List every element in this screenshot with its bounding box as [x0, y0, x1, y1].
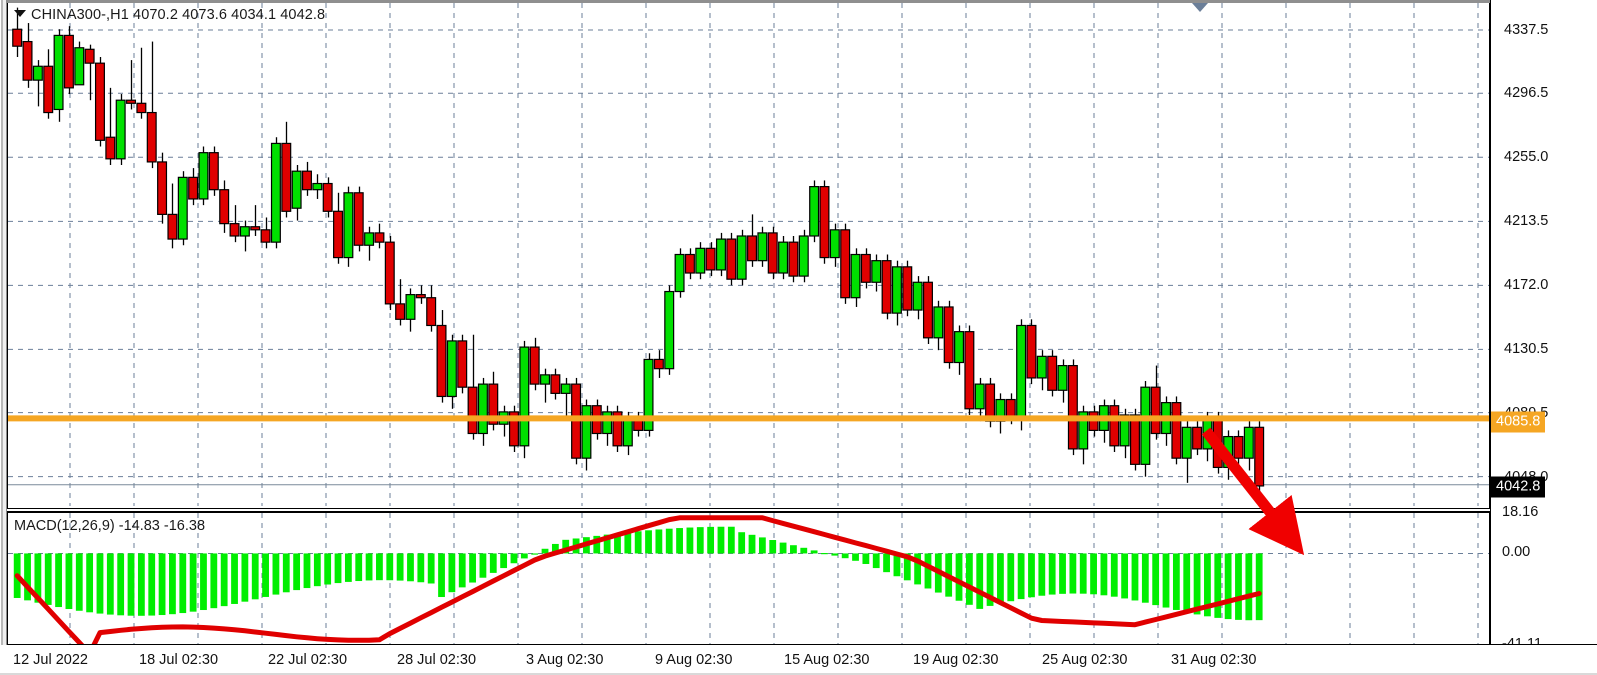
macd-header: MACD(12,26,9) -14.83 -16.38 [14, 518, 206, 534]
time-axis-label: 18 Jul 02:30 [139, 652, 219, 668]
time-axis-label: 25 Aug 02:30 [1042, 652, 1128, 668]
vertical-scrollbar[interactable] [0, 0, 7, 645]
time-axis-label: 19 Aug 02:30 [913, 652, 999, 668]
price-chart-panel[interactable] [7, 3, 1490, 508]
time-axis-label: 9 Aug 02:30 [655, 652, 733, 668]
time-axis-label: 28 Jul 02:30 [397, 652, 477, 668]
price-chart-canvas [8, 3, 1489, 506]
time-axis-label: 31 Aug 02:30 [1171, 652, 1257, 668]
price-axis-label: 4213.5 [1504, 213, 1549, 230]
current-price-tag: 4085.8 [1491, 411, 1546, 433]
crosshair-marker-icon [1192, 3, 1208, 12]
triangle-down-icon[interactable] [14, 10, 26, 17]
price-axis-label: 4337.5 [1504, 22, 1549, 38]
macd-chart-canvas [8, 513, 1489, 645]
panel-separator [7, 508, 1490, 512]
time-axis-label: 15 Aug 02:30 [784, 652, 870, 668]
time-axis-label: 3 Aug 02:30 [526, 652, 604, 668]
symbol-header: CHINA300-,H1 4070.2 4073.6 4034.1 4042.8 [14, 7, 325, 23]
time-axis-label: 22 Jul 02:30 [268, 652, 348, 668]
macd-indicator-panel[interactable] [7, 512, 1490, 645]
time-axis-label: 12 Jul 2022 [13, 652, 88, 668]
price-axis-label: 4130.5 [1504, 341, 1549, 358]
time-axis[interactable]: 12 Jul 2022 18 Jul 02:30 22 Jul 02:30 28 Ju… [7, 644, 1597, 675]
symbol-header-text: CHINA300-,H1 4070.2 4073.6 4034.1 4042.8 [31, 7, 326, 23]
price-axis-column[interactable]: 4337.54296.54255.04213.54172.04130.54089… [1490, 0, 1597, 652]
window-bottom-border [0, 673, 1597, 675]
price-axis-label: 4296.5 [1504, 85, 1549, 102]
price-axis-label: 4172.0 [1504, 277, 1549, 294]
last-close-price-tag: 4042.8 [1491, 476, 1546, 498]
price-axis-label: 4255.0 [1504, 149, 1549, 166]
window-top-border [7, 0, 1490, 3]
macd-axis-label: 18.16 [1502, 504, 1539, 520]
macd-axis-label: 0.00 [1502, 544, 1531, 561]
axis-divider [1490, 0, 1491, 645]
